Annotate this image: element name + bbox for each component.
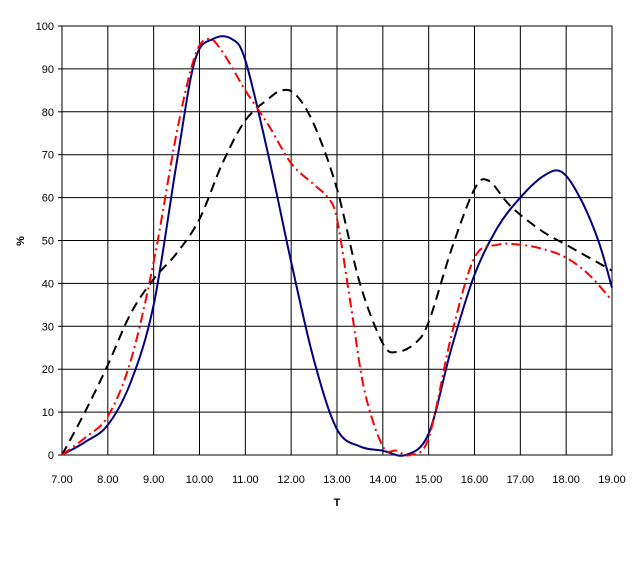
x-tick-label: 11.00 xyxy=(232,474,259,486)
y-tick-label: 30 xyxy=(42,321,54,333)
y-tick-label: 70 xyxy=(42,150,54,162)
x-tick-label: 8.00 xyxy=(97,474,118,486)
x-tick-label: 14.00 xyxy=(369,474,397,486)
y-tick-label: 90 xyxy=(42,64,54,76)
x-axis-tick-labels: 7.00 8.00 9.00 10.00 11.00 12.00 13.00 14.00 15.… xyxy=(51,474,625,486)
x-tick-label: 12.00 xyxy=(277,474,305,486)
x-tick-label: 10.00 xyxy=(186,474,214,486)
x-tick-label: 17.00 xyxy=(507,474,535,486)
gridlines xyxy=(58,25,613,456)
series-line-dashed-black xyxy=(61,88,613,456)
y-tick-label: 80 xyxy=(42,107,54,119)
series-line-dashdot-red xyxy=(61,37,613,457)
y-tick-label: 100 xyxy=(36,21,54,33)
x-tick-label: 18.00 xyxy=(552,474,580,486)
y-axis-title: % xyxy=(15,236,27,246)
y-tick-label: 40 xyxy=(42,278,54,290)
y-tick-label: 0 xyxy=(48,450,54,462)
y-tick-label: 10 xyxy=(42,407,54,419)
x-tick-label: 16.00 xyxy=(461,474,489,486)
series-line-solid-navy xyxy=(61,35,613,457)
y-axis-tick-labels: 0 10 20 30 40 50 60 70 80 90 100 xyxy=(36,21,54,462)
x-tick-label: 7.00 xyxy=(51,474,72,486)
x-tick-label: 15.00 xyxy=(415,474,443,486)
y-tick-label: 60 xyxy=(42,193,54,205)
y-tick-label: 50 xyxy=(42,236,54,248)
x-tick-label: 19.00 xyxy=(598,474,626,486)
x-tick-label: 9.00 xyxy=(143,474,164,486)
y-tick-label: 20 xyxy=(42,364,54,376)
x-axis-title: T xyxy=(334,497,341,509)
series-lines xyxy=(61,35,613,457)
x-tick-label: 13.00 xyxy=(323,474,351,486)
